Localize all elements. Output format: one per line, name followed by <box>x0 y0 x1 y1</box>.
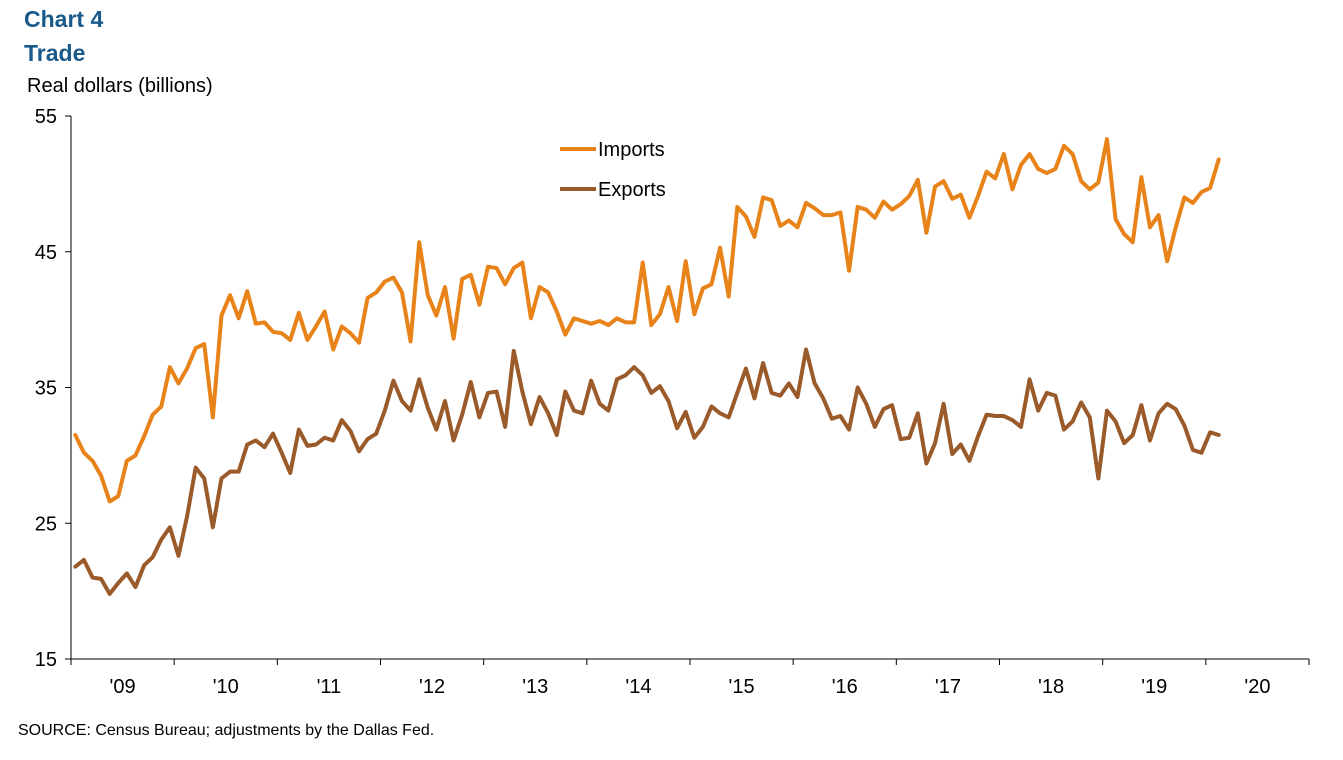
x-tick-label: '10 <box>213 676 239 698</box>
x-tick-label: '18 <box>1038 676 1064 698</box>
y-tick-label: 15 <box>35 649 57 671</box>
x-tick-label: '17 <box>935 676 961 698</box>
source-note: SOURCE: Census Bureau; adjustments by th… <box>18 722 435 739</box>
x-tick-label: '20 <box>1244 676 1270 698</box>
legend-label-exports: Exports <box>598 179 666 201</box>
chart-title: Trade <box>24 40 86 66</box>
y-axis-unit-label: Real dollars (billions) <box>27 75 213 97</box>
x-tick-label: '09 <box>110 676 136 698</box>
chart-number: Chart 4 <box>24 6 104 32</box>
y-tick-label: 25 <box>35 513 57 535</box>
x-tick-label: '15 <box>729 676 755 698</box>
series-line-imports <box>73 137 1221 504</box>
legend: Imports Exports <box>560 139 666 201</box>
legend-label-imports: Imports <box>598 139 665 161</box>
axes: 15 25 35 45 55 '09 '10 '11 '12 '13 '14 '15 '16 '17 '18… <box>35 106 1310 698</box>
x-tick-label: '19 <box>1141 676 1167 698</box>
series-line-exports <box>73 347 1221 596</box>
x-tick-label: '16 <box>832 676 858 698</box>
y-tick-label: 45 <box>35 242 57 264</box>
x-tick-label: '14 <box>625 676 651 698</box>
series-layer <box>73 137 1221 596</box>
x-tick-label: '11 <box>317 676 342 698</box>
x-tick-label: '13 <box>522 676 548 698</box>
x-tick-label: '12 <box>419 676 445 698</box>
y-tick-label: 55 <box>35 106 57 128</box>
y-tick-label: 35 <box>35 378 57 400</box>
